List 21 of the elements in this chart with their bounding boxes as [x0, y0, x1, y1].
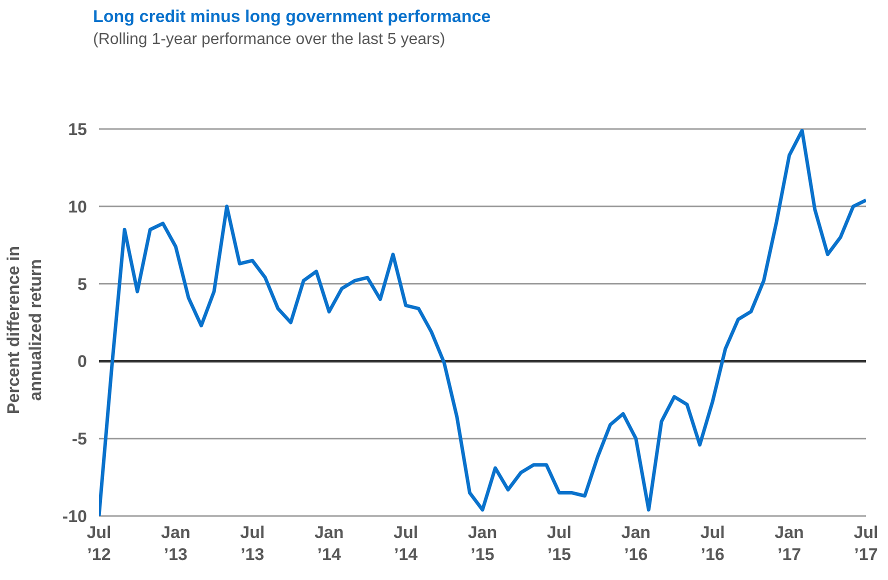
x-tick-label: Jan ’16 [621, 523, 651, 564]
x-tick-label: Jan ’14 [314, 523, 344, 564]
line-series [99, 129, 866, 516]
x-tick-label: Jan ’15 [468, 523, 498, 564]
x-tick-label: Jul ’13 [240, 523, 265, 564]
x-tick-label: Jan ’13 [161, 523, 190, 564]
y-tick-label: 10 [68, 197, 87, 216]
x-tick-label: Jan ’17 [774, 523, 804, 564]
y-tick-label: 0 [78, 352, 87, 372]
y-axis-title: Percent difference in annualized return [3, 244, 46, 416]
y-tick-label: -10 [62, 507, 87, 526]
x-tick-label: Jul ’14 [394, 523, 418, 564]
x-tick-label: Jul ’12 [86, 523, 112, 564]
y-tick-label: 5 [78, 274, 87, 294]
y-tick-label: -5 [72, 430, 87, 449]
y-tick-label: 15 [68, 120, 87, 140]
chart-title: Long credit minus long government performance [93, 7, 491, 27]
x-tick-label: Jul ’16 [700, 523, 725, 564]
x-tick-label: Jul ’17 [854, 523, 878, 564]
x-tick-label: Jul ’15 [546, 523, 572, 564]
chart-subtitle: (Rolling 1-year performance over the last 5 years) [93, 31, 446, 49]
